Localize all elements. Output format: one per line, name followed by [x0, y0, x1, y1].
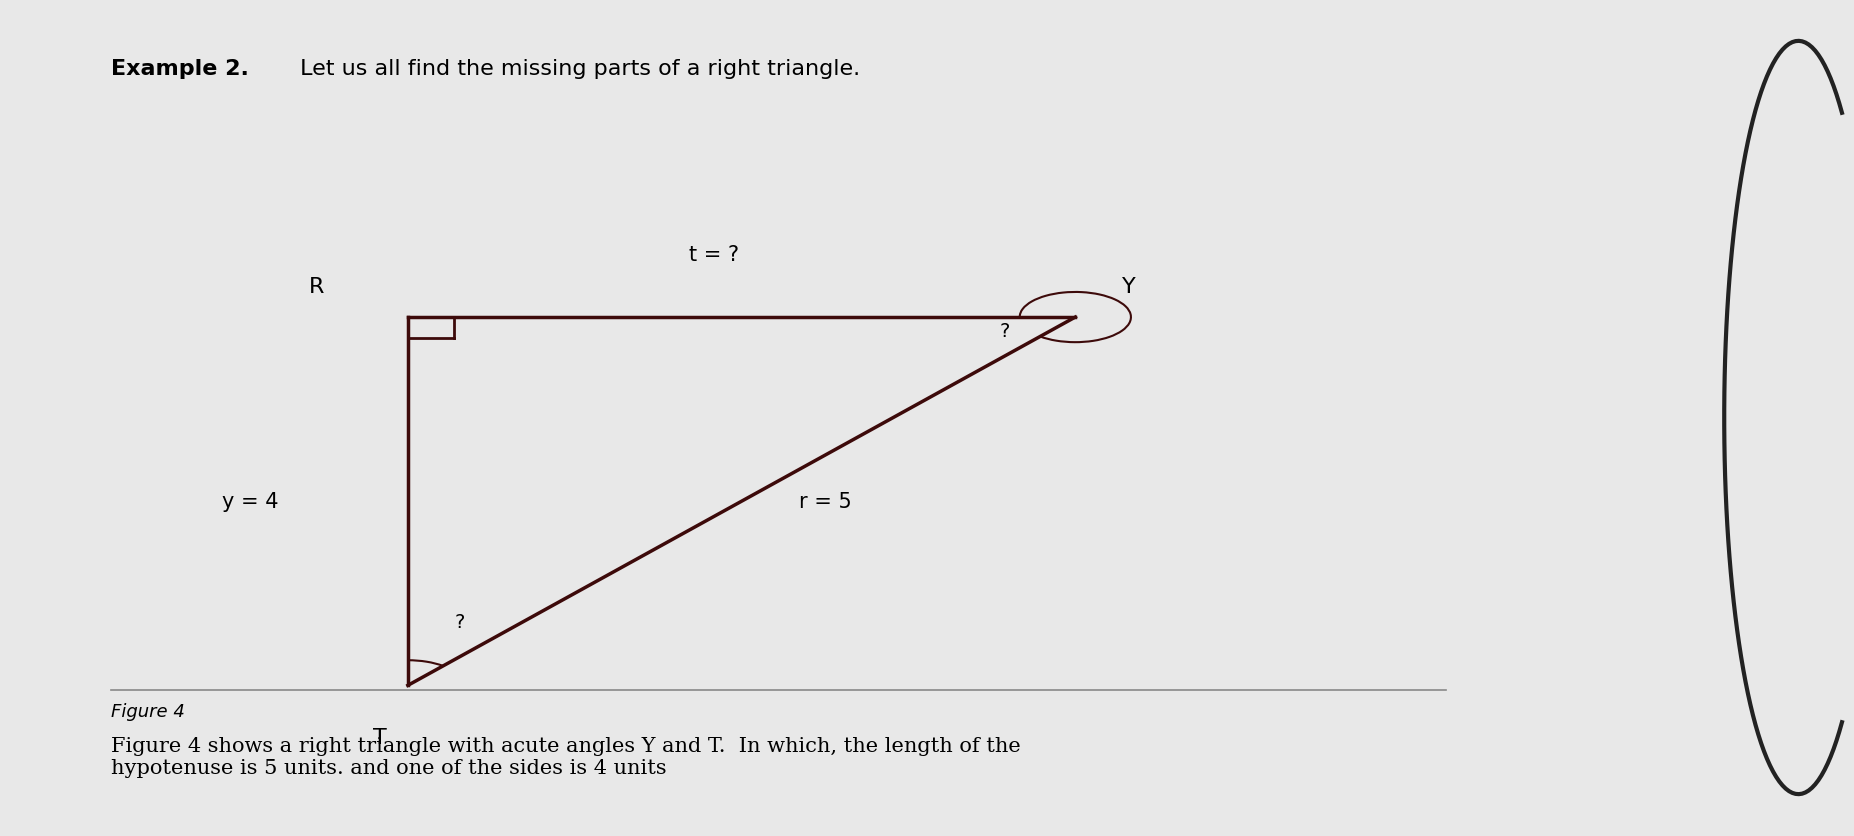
Text: Figure 4: Figure 4	[111, 702, 185, 721]
Text: Example 2.: Example 2.	[111, 59, 248, 79]
Text: Let us all find the missing parts of a right triangle.: Let us all find the missing parts of a r…	[293, 59, 860, 79]
Text: Y: Y	[1122, 277, 1135, 297]
Text: T: T	[373, 727, 387, 747]
Text: Figure 4 shows a right triangle with acute angles Y and T.  In which, the length: Figure 4 shows a right triangle with acu…	[111, 736, 1022, 777]
Text: ?: ?	[454, 612, 465, 631]
Text: R: R	[310, 277, 324, 297]
Text: y = 4: y = 4	[222, 492, 278, 512]
Text: r = 5: r = 5	[799, 492, 851, 512]
Text: t = ?: t = ?	[688, 245, 740, 265]
Text: ?: ?	[999, 322, 1010, 341]
